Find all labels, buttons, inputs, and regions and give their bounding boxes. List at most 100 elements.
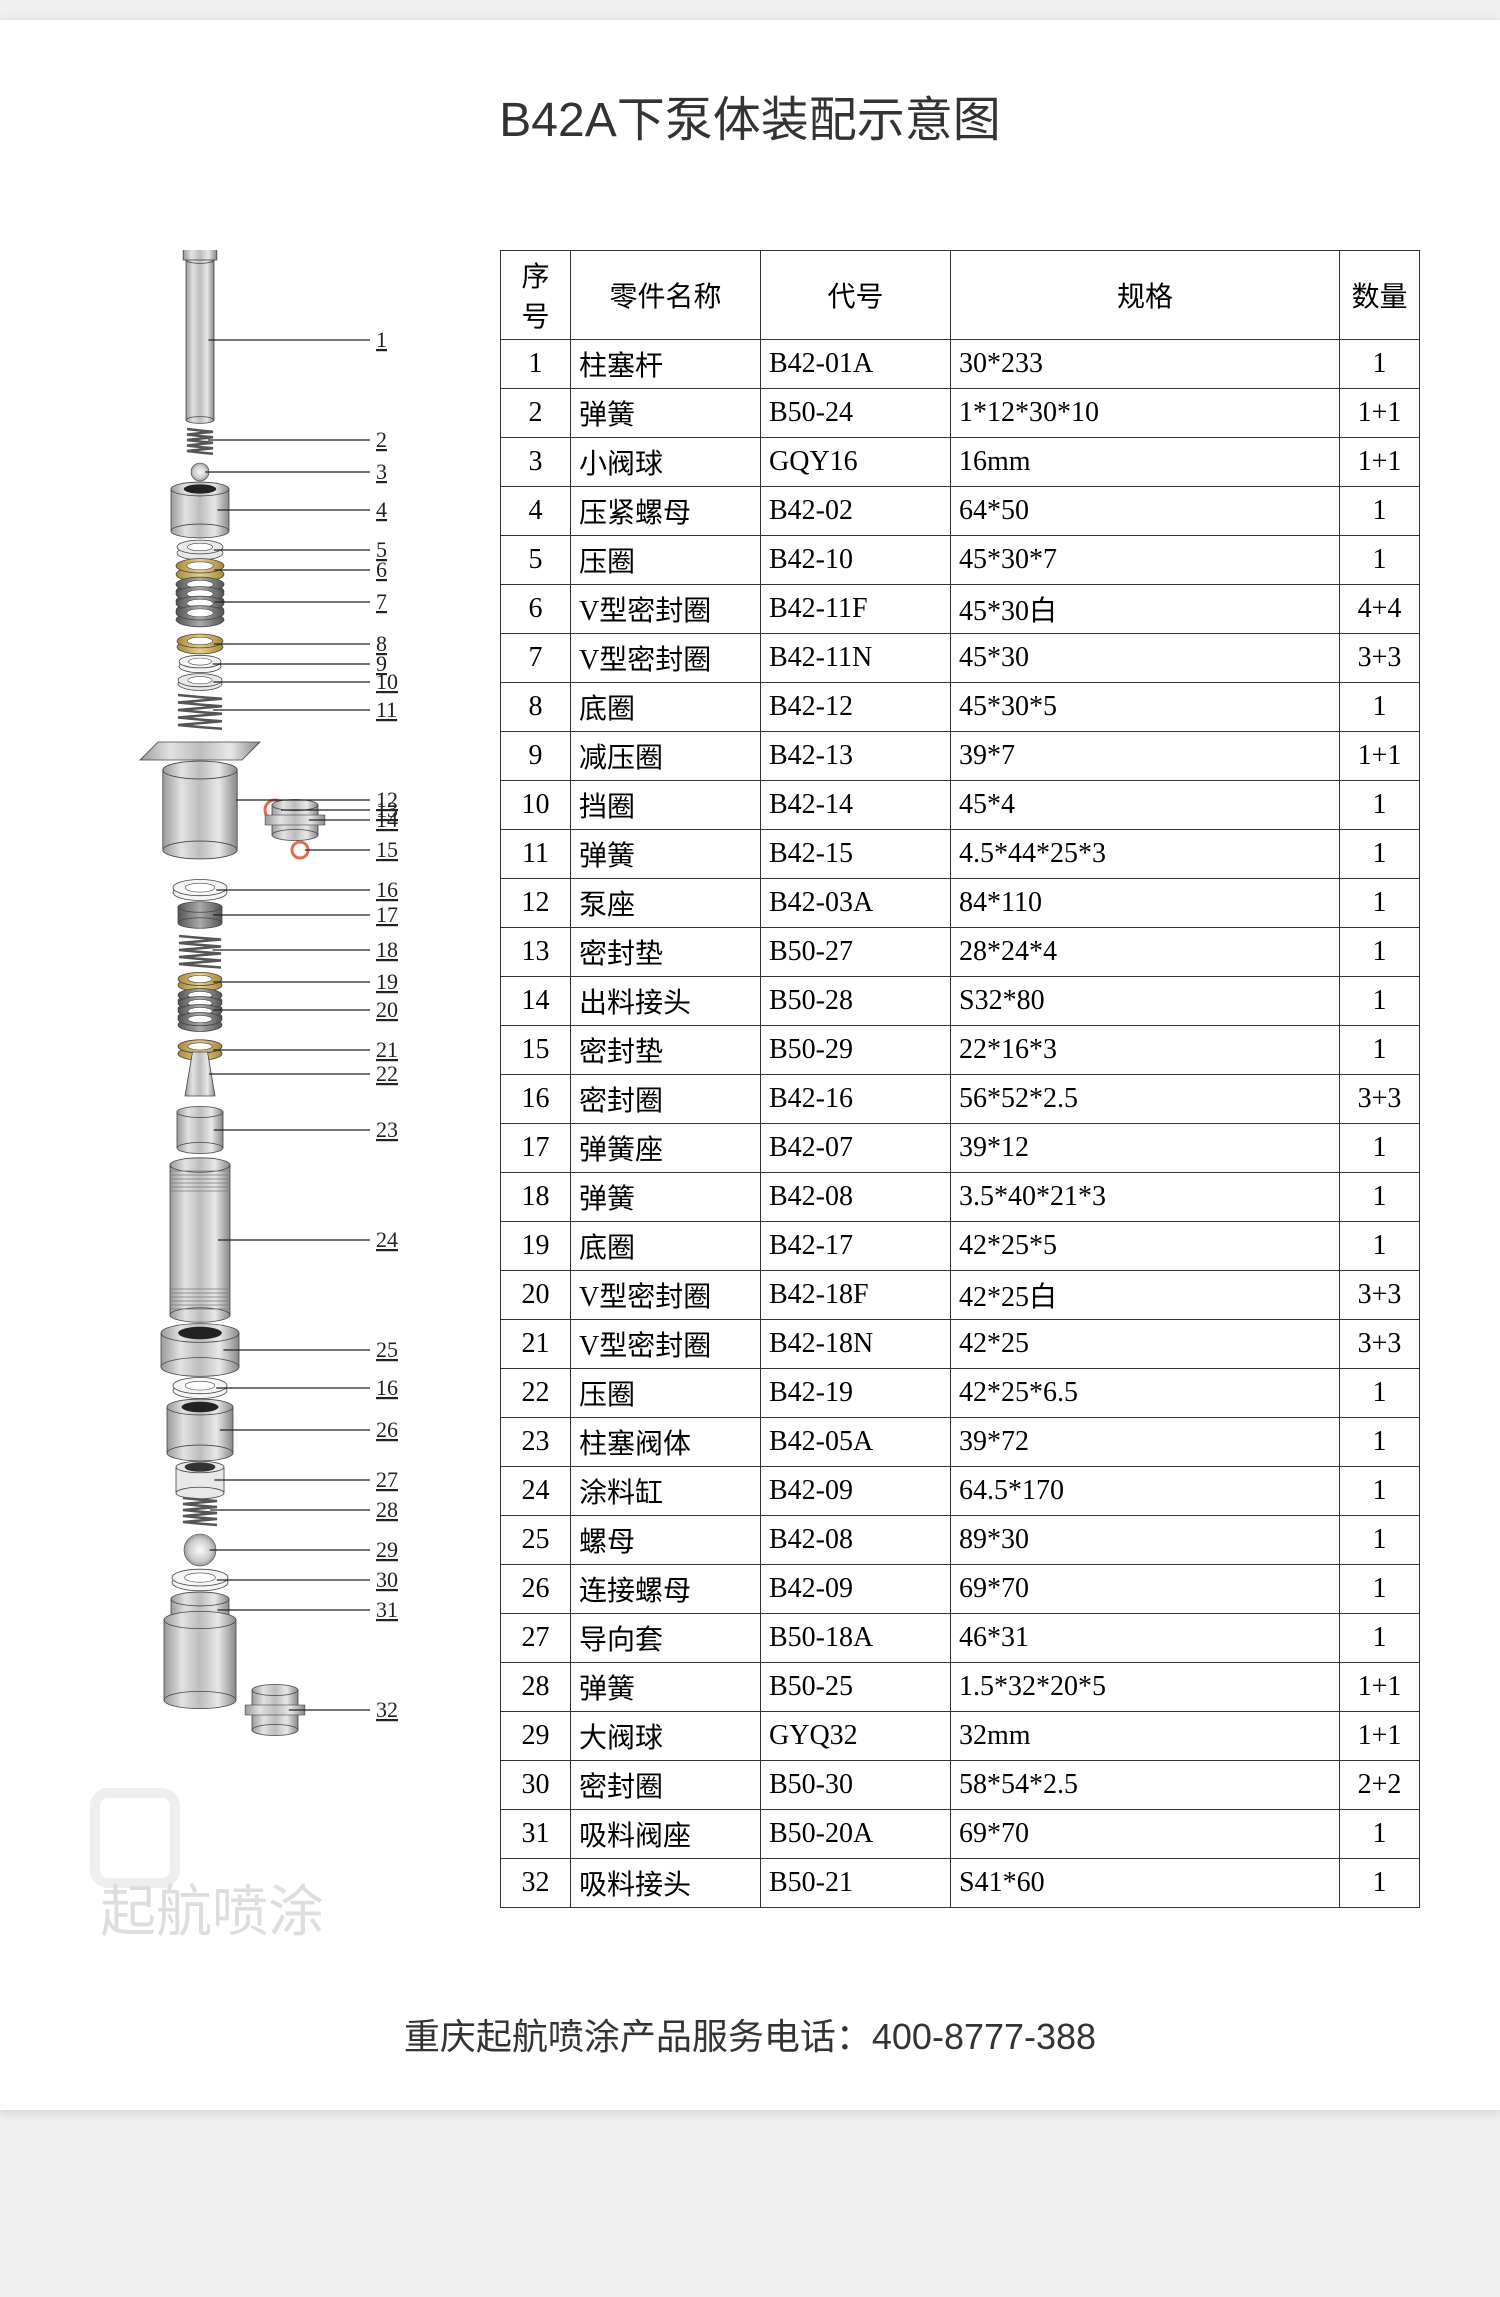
callout-32: 32 [376, 1697, 398, 1722]
callout-6: 6 [376, 557, 387, 582]
cell-spec: 69*70 [951, 1810, 1340, 1859]
cell-code: B42-14 [761, 781, 951, 830]
cell-num: 18 [501, 1173, 571, 1222]
cell-qty: 1 [1340, 1614, 1420, 1663]
cell-name: 弹簧 [571, 830, 761, 879]
cell-spec: 1*12*30*10 [951, 389, 1340, 438]
table-row: 18弹簧B42-083.5*40*21*31 [501, 1173, 1420, 1222]
cell-num: 10 [501, 781, 571, 830]
cell-name: 螺母 [571, 1516, 761, 1565]
cell-code: GQY16 [761, 438, 951, 487]
callout-10: 10 [376, 669, 398, 694]
cell-spec: 4.5*44*25*3 [951, 830, 1340, 879]
callout-31: 31 [376, 1597, 398, 1622]
cell-name: 大阀球 [571, 1712, 761, 1761]
cell-code: B50-28 [761, 977, 951, 1026]
cell-qty: 1 [1340, 1467, 1420, 1516]
table-row: 10挡圈B42-1445*41 [501, 781, 1420, 830]
cell-name: 压圈 [571, 1369, 761, 1418]
cell-qty: 1 [1340, 340, 1420, 389]
cell-qty: 1 [1340, 1222, 1420, 1271]
cell-code: B42-02 [761, 487, 951, 536]
cell-qty: 1 [1340, 1859, 1420, 1908]
callout-23: 23 [376, 1117, 398, 1142]
cell-spec: 42*25白 [951, 1271, 1340, 1320]
table-row: 17弹簧座B42-0739*121 [501, 1124, 1420, 1173]
table-column: 序号 零件名称 代号 规格 数量 1柱塞杆B42-01A30*23312 弹簧 B5… [500, 250, 1420, 1908]
cell-name: 导向套 [571, 1614, 761, 1663]
part-1 [183, 250, 217, 423]
cell-spec: 30*233 [951, 340, 1340, 389]
cell-num: 8 [501, 683, 571, 732]
cell-code: B42-15 [761, 830, 951, 879]
cell-name: V型密封圈 [571, 1320, 761, 1369]
table-row: 15密封垫B50-2922*16*31 [501, 1026, 1420, 1075]
cell-num: 15 [501, 1026, 571, 1075]
cell-num: 24 [501, 1467, 571, 1516]
table-row: 22压圈B42-1942*25*6.51 [501, 1369, 1420, 1418]
table-header-row: 序号 零件名称 代号 规格 数量 [501, 251, 1420, 340]
cell-num: 5 [501, 536, 571, 585]
cell-code: B42-05A [761, 1418, 951, 1467]
cell-qty: 1+1 [1340, 1712, 1420, 1761]
col-seq: 序号 [501, 251, 571, 340]
callout-22: 22 [376, 1061, 398, 1086]
callout-25: 25 [376, 1337, 398, 1362]
cell-code: GYQ32 [761, 1712, 951, 1761]
col-qty: 数量 [1340, 251, 1420, 340]
cell-code: B42-09 [761, 1467, 951, 1516]
cell-code: B42-13 [761, 732, 951, 781]
cell-spec: 32mm [951, 1712, 1340, 1761]
cell-code: B42-01A [761, 340, 951, 389]
cell-name: 柱塞阀体 [571, 1418, 761, 1467]
part-18 [179, 936, 221, 968]
cell-name: V型密封圈 [571, 1271, 761, 1320]
cell-qty: 1 [1340, 977, 1420, 1026]
cell-spec: 39*72 [951, 1418, 1340, 1467]
cell-num: 14 [501, 977, 571, 1026]
callout-30: 30 [376, 1567, 398, 1592]
callout-17: 17 [376, 902, 398, 927]
cell-qty: 1 [1340, 1810, 1420, 1859]
cell-num: 7 [501, 634, 571, 683]
cell-num: 1 [501, 340, 571, 389]
table-row: 8底圈B42-1245*30*51 [501, 683, 1420, 732]
cell-code: B42-18N [761, 1320, 951, 1369]
cell-spec: 3.5*40*21*3 [951, 1173, 1340, 1222]
callout-4: 4 [376, 497, 387, 522]
table-row: 20V型密封圈B42-18F42*25白3+3 [501, 1271, 1420, 1320]
table-row: 7V型密封圈B42-11N45*303+3 [501, 634, 1420, 683]
cell-spec: 28*24*4 [951, 928, 1340, 977]
col-spec: 规格 [951, 251, 1340, 340]
table-row: 4压紧螺母B42-0264*501 [501, 487, 1420, 536]
cell-num: 28 [501, 1663, 571, 1712]
cell-qty: 2+2 [1340, 1761, 1420, 1810]
cell-qty: 1 [1340, 683, 1420, 732]
table-row: 24涂料缸B42-0964.5*1701 [501, 1467, 1420, 1516]
cell-num: 16 [501, 1075, 571, 1124]
cell-name: 底圈 [571, 683, 761, 732]
table-row: 29大阀球GYQ3232mm1+1 [501, 1712, 1420, 1761]
callout-7: 7 [376, 589, 387, 614]
cell-num: 19 [501, 1222, 571, 1271]
table-row: 11弹簧B42-154.5*44*25*31 [501, 830, 1420, 879]
cell-num: 4 [501, 487, 571, 536]
cell-name: V型密封圈 [571, 634, 761, 683]
table-row: 1柱塞杆B42-01A30*2331 [501, 340, 1420, 389]
cell-name: 挡圈 [571, 781, 761, 830]
table-row: 27导向套B50-18A46*311 [501, 1614, 1420, 1663]
callout-20: 20 [376, 997, 398, 1022]
cell-spec: 45*30 [951, 634, 1340, 683]
page: B42A下泵体装配示意图 起航喷涂 [0, 20, 1500, 2110]
cell-spec: 1.5*32*20*5 [951, 1663, 1340, 1712]
col-name: 零件名称 [571, 251, 761, 340]
cell-num: 2 [501, 389, 571, 438]
cell-qty: 1 [1340, 1173, 1420, 1222]
cell-code: B42-08 [761, 1173, 951, 1222]
cell-name: 涂料缸 [571, 1467, 761, 1516]
cell-spec: 45*30*5 [951, 683, 1340, 732]
cell-qty: 1 [1340, 830, 1420, 879]
callout-26: 26 [376, 1417, 398, 1442]
cell-code: B42-09 [761, 1565, 951, 1614]
cell-spec: 84*110 [951, 879, 1340, 928]
